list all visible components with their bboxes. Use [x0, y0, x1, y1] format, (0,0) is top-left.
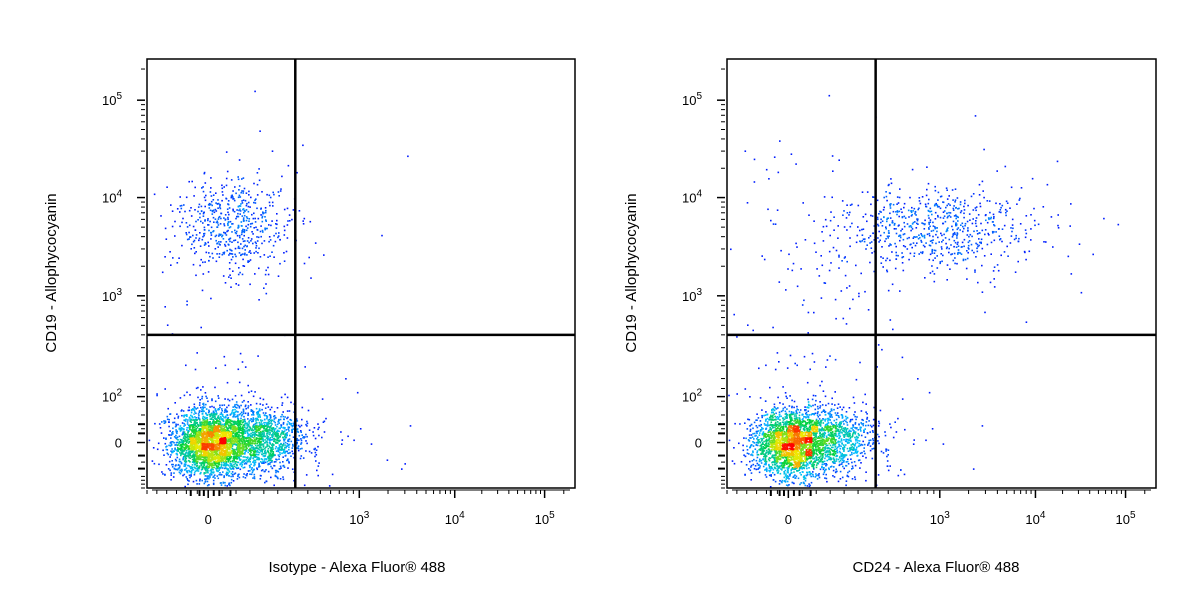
y-tick-label: 105: [682, 91, 702, 108]
x-tick-label: 105: [1116, 510, 1136, 527]
dot-plot-isotype: Isotype - Alexa Fluor® 488 CD19 - Alloph…: [43, 58, 576, 576]
y-tick-label: 104: [102, 189, 122, 206]
y-axis: 0 102 103 104 105: [682, 68, 725, 489]
x-axis: 0 103 104 105: [726, 489, 1151, 527]
y-tick-label: 0: [115, 436, 122, 451]
x-axis: 0 103 104 105: [146, 489, 570, 527]
x-tick-label: 104: [1025, 510, 1045, 527]
y-tick-label: 102: [682, 388, 702, 405]
x-tick-label: 103: [930, 510, 950, 527]
y-tick-label: 105: [102, 91, 122, 108]
x-tick-label: 0: [205, 512, 212, 527]
y-axis: 0 102 103 104 105: [102, 68, 145, 489]
y-tick-label: 103: [102, 287, 122, 304]
y-tick-label: 0: [695, 436, 702, 451]
x-tick-label: 104: [445, 510, 465, 527]
x-axis-label: Isotype - Alexa Fluor® 488: [269, 559, 446, 576]
events-layer: [728, 94, 1120, 488]
y-tick-label: 104: [682, 189, 702, 206]
y-axis-label: CD19 - Allophycocyanin: [623, 193, 640, 352]
x-tick-label: 103: [349, 510, 369, 527]
y-axis-label: CD19 - Allophycocyanin: [43, 193, 60, 352]
x-axis-label: CD24 - Alexa Fluor® 488: [853, 559, 1020, 576]
x-tick-label: 0: [785, 512, 792, 527]
y-tick-label: 103: [682, 287, 702, 304]
y-tick-label: 102: [102, 388, 122, 405]
x-tick-label: 105: [535, 510, 555, 527]
events-layer: [148, 90, 412, 488]
dot-plot-cd24: CD24 - Alexa Fluor® 488 CD19 - Allophyco…: [623, 58, 1157, 576]
plot-frame: [146, 58, 576, 489]
plot-frame: [726, 58, 1157, 489]
